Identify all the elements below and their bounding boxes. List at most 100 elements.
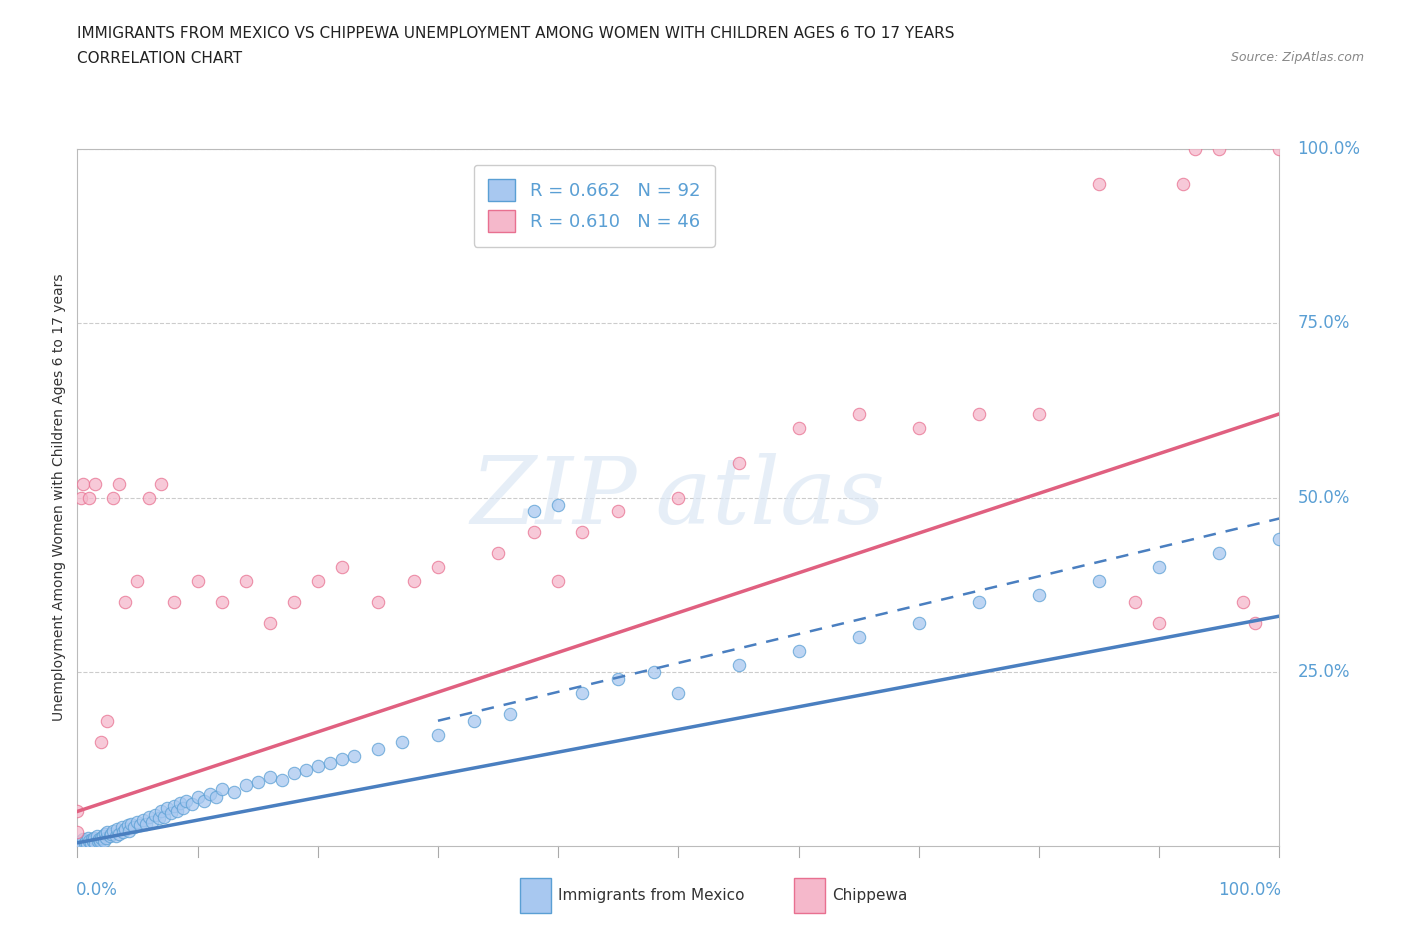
Point (120, 817, 142, 831)
Point (222, 785, 245, 800)
Point (108, 827, 131, 842)
Point (547, 574, 569, 589)
Point (571, 685, 593, 700)
Point (294, 763, 316, 777)
Point (571, 525, 593, 540)
Text: 75.0%: 75.0% (1298, 314, 1350, 332)
Point (367, 595, 389, 610)
Point (967, 595, 990, 610)
Text: Immigrants from Mexico: Immigrants from Mexico (558, 888, 745, 903)
Point (607, 671, 630, 686)
Point (96, 825, 118, 840)
Point (79, 490, 101, 505)
Point (79, 834, 101, 849)
Point (1268, 141, 1291, 156)
Point (138, 490, 160, 505)
Point (727, 456, 749, 471)
Y-axis label: Unemployment Among Women with Children Ages 6 to 17 years: Unemployment Among Women with Children A… (52, 273, 66, 722)
Point (211, 595, 233, 610)
Point (80, 832, 103, 847)
Point (162, 798, 184, 813)
Point (1232, 595, 1254, 610)
Point (66, 804, 89, 819)
Point (105, 821, 128, 836)
Text: 50.0%: 50.0% (1298, 488, 1350, 507)
Point (103, 824, 125, 839)
Text: 100.0%: 100.0% (1218, 882, 1281, 899)
Point (70, 838, 93, 852)
Point (128, 818, 150, 833)
Point (87, 832, 110, 847)
Text: Source: ZipAtlas.com: Source: ZipAtlas.com (1230, 51, 1364, 64)
Point (908, 420, 931, 435)
Point (108, 476, 131, 491)
Point (1244, 616, 1267, 631)
Point (1149, 560, 1171, 575)
Point (66, 825, 89, 840)
Point (174, 793, 197, 808)
Point (307, 759, 329, 774)
Point (668, 490, 690, 505)
Point (186, 790, 209, 805)
Point (1028, 406, 1050, 421)
Point (427, 727, 450, 742)
Point (127, 815, 149, 830)
Point (523, 525, 546, 540)
Text: IMMIGRANTS FROM MEXICO VS CHIPPEWA UNEMPLOYMENT AMONG WOMEN WITH CHILDREN AGES 6: IMMIGRANTS FROM MEXICO VS CHIPPEWA UNEMP… (77, 26, 955, 41)
Point (75, 833, 97, 848)
Point (427, 560, 450, 575)
Point (84, 835, 107, 850)
Point (132, 813, 155, 828)
Point (211, 781, 233, 796)
Point (141, 815, 163, 830)
Point (1149, 616, 1171, 631)
Point (148, 811, 170, 826)
Point (84, 476, 107, 491)
Point (193, 793, 215, 808)
Point (307, 574, 329, 589)
Point (787, 644, 810, 658)
Point (499, 707, 522, 722)
Point (235, 777, 257, 792)
Point (72, 832, 94, 847)
Point (270, 773, 292, 788)
Point (122, 819, 145, 834)
Point (169, 796, 191, 811)
Point (486, 546, 509, 561)
Point (117, 818, 139, 833)
Point (283, 765, 305, 780)
Point (180, 797, 202, 812)
Point (330, 751, 353, 766)
Text: CORRELATION CHART: CORRELATION CHART (77, 51, 242, 66)
Point (96, 830, 118, 845)
Point (547, 498, 569, 512)
Point (90, 830, 112, 845)
Point (848, 406, 870, 421)
Text: ZIP atlas: ZIP atlas (471, 453, 886, 542)
Point (204, 790, 226, 805)
Point (90, 735, 112, 750)
Point (235, 574, 257, 589)
Point (94, 827, 117, 842)
Point (118, 824, 141, 839)
Point (79, 835, 101, 850)
Point (72, 476, 94, 491)
Point (156, 801, 179, 816)
Point (198, 787, 221, 802)
Point (91, 829, 114, 844)
Point (1184, 141, 1206, 156)
Point (1123, 595, 1146, 610)
Point (127, 574, 149, 589)
Legend: R = 0.662   N = 92, R = 0.610   N = 46: R = 0.662 N = 92, R = 0.610 N = 46 (474, 165, 714, 246)
Point (367, 741, 389, 756)
Point (82, 833, 104, 848)
Point (643, 665, 665, 680)
Point (103, 490, 125, 505)
Point (402, 574, 425, 589)
Point (166, 804, 188, 819)
Point (343, 748, 366, 763)
Point (1208, 546, 1230, 561)
Text: 100.0%: 100.0% (1298, 140, 1361, 158)
Point (246, 775, 269, 790)
Point (111, 819, 134, 834)
